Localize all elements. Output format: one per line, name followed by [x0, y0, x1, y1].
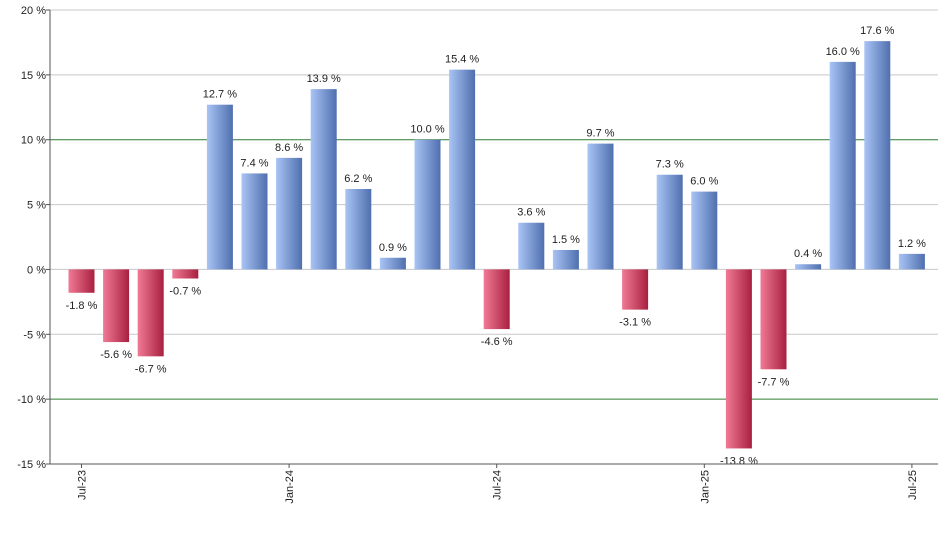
x-tick-label: Jan-25 — [699, 470, 711, 504]
y-tick-label: 0 % — [27, 264, 46, 276]
bar[interactable] — [103, 269, 130, 343]
bar-data-label: 10.0 % — [410, 124, 444, 136]
bar[interactable] — [172, 269, 199, 279]
bar[interactable] — [725, 269, 752, 449]
bar-data-label: 6.0 % — [690, 176, 718, 188]
y-tick-label: -15 % — [17, 459, 46, 471]
bar[interactable] — [691, 191, 718, 270]
y-tick-label: 15 % — [21, 70, 46, 82]
bar[interactable] — [864, 41, 891, 270]
bar[interactable] — [898, 253, 925, 270]
bar-data-label: 7.3 % — [656, 159, 684, 171]
bar[interactable] — [656, 174, 683, 270]
bar-data-label: -5.6 % — [100, 349, 132, 361]
bar-data-label: 17.6 % — [860, 25, 894, 37]
bar[interactable] — [760, 269, 787, 370]
grid-lines — [50, 9, 938, 465]
x-tick-label: Jan-24 — [284, 470, 296, 504]
bar[interactable] — [206, 104, 233, 270]
bar-data-label: -7.7 % — [758, 376, 790, 388]
bar[interactable] — [795, 264, 822, 270]
bar-data-label: 16.0 % — [826, 46, 860, 58]
bar-data-label: 7.4 % — [240, 157, 268, 169]
x-tick-label: Jul-23 — [77, 470, 89, 500]
bar-data-label: -3.1 % — [619, 317, 651, 329]
bar-data-label: -4.6 % — [481, 336, 513, 348]
bar-data-label: 8.6 % — [275, 142, 303, 154]
x-tick-label: Jul-25 — [907, 470, 919, 500]
bar[interactable] — [276, 157, 303, 270]
bar[interactable] — [552, 249, 579, 270]
bar-data-label: 13.9 % — [307, 73, 341, 85]
bar[interactable] — [449, 69, 476, 270]
bar-data-label: 9.7 % — [586, 128, 614, 140]
bar[interactable] — [587, 143, 614, 270]
bar[interactable] — [518, 222, 545, 270]
y-tick-label: 10 % — [21, 135, 46, 147]
bar-data-label: 3.6 % — [517, 207, 545, 219]
bar-data-label: 0.9 % — [379, 242, 407, 254]
bar[interactable] — [379, 257, 406, 270]
bar[interactable] — [68, 269, 95, 293]
bar-data-label: 0.4 % — [794, 248, 822, 260]
bar-data-label: -0.7 % — [169, 286, 201, 298]
bar[interactable] — [483, 269, 510, 330]
bar[interactable] — [414, 139, 441, 270]
x-tick-label: Jul-24 — [492, 470, 504, 500]
y-tick-label: -10 % — [17, 394, 46, 406]
bar-data-label: 1.2 % — [898, 238, 926, 250]
bar-data-label: -13.8 % — [720, 455, 758, 467]
bar-data-label: 1.5 % — [552, 234, 580, 246]
bar[interactable] — [829, 61, 856, 270]
bar-data-label: 12.7 % — [203, 89, 237, 101]
bar[interactable] — [345, 189, 372, 270]
bar[interactable] — [622, 269, 649, 310]
axes: 20 % 15 % 10 % 5 % 0 % -5 % -10 % -15 % Jul-23 Ja… — [17, 5, 938, 504]
y-tick-label: 20 % — [21, 5, 46, 17]
bar-data-label: -6.7 % — [135, 363, 167, 375]
data-labels: -1.8 % -5.6 %-6.7 % -0.7 % 12.7 % 7.4 % 8.6 %… — [66, 25, 927, 467]
bar-data-label: 6.2 % — [344, 173, 372, 185]
y-tick-label: -5 % — [23, 329, 46, 341]
bar[interactable] — [241, 173, 268, 270]
bar[interactable] — [137, 269, 164, 357]
y-tick-label: 5 % — [27, 200, 46, 212]
bar-series — [68, 41, 925, 449]
bar-data-label: -1.8 % — [66, 300, 98, 312]
bar-data-label: 15.4 % — [445, 54, 479, 66]
bar[interactable] — [310, 89, 337, 270]
